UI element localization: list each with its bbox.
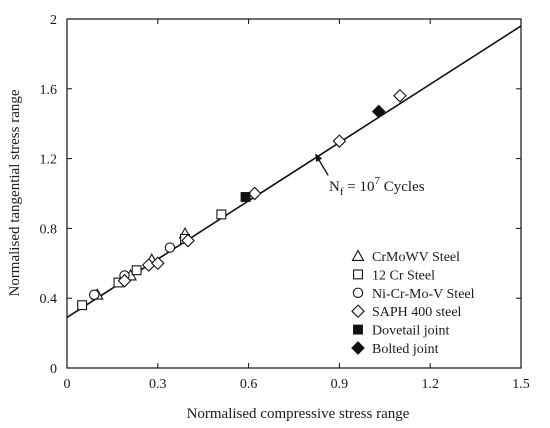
annotation-arrow: [317, 157, 329, 176]
legend-marker-2: [352, 287, 364, 299]
data-point-series-1: [77, 300, 88, 311]
x-tick-label: 0.3: [149, 377, 167, 392]
y-tick-label: 0: [50, 362, 57, 377]
legend-marker-0: [351, 249, 365, 261]
y-tick-label: 0.4: [40, 292, 58, 307]
data-point-series-2: [89, 289, 100, 300]
legend-label: Dovetail joint: [372, 324, 449, 339]
legend-label: CrMoWV Steel: [372, 250, 460, 265]
legend-marker-5: [351, 341, 365, 355]
data-point-series-4: [240, 192, 251, 202]
y-axis-title: Normalised tangential stress range: [7, 89, 23, 296]
data-points: [77, 88, 407, 311]
legend-marker-4: [353, 324, 363, 335]
legend-label: Ni-Cr-Mo-V Steel: [372, 287, 475, 302]
data-point-series-3: [150, 256, 165, 271]
x-tick-label: 0.6: [240, 377, 258, 392]
x-tick-label: 1.2: [421, 377, 439, 392]
annotation-subscript: f: [340, 186, 344, 198]
legend-marker-3: [351, 304, 365, 319]
x-tick-label: 1.5: [512, 377, 530, 392]
y-tick-label: 1.6: [40, 83, 58, 98]
data-point-series-3: [117, 273, 132, 288]
fit-line: [66, 25, 522, 319]
x-tick-label: 0: [64, 377, 71, 392]
y-tick-label: 1.2: [40, 153, 58, 168]
data-point-series-3: [247, 186, 262, 201]
annotation-n: N: [329, 179, 340, 195]
y-tick-label: 0.8: [40, 222, 58, 237]
data-point-series-3: [393, 88, 407, 103]
tick-labels: 0 0.3 0.6 0.9 1.2 1.5 0 0.4 0.8 1.2 1.6 2: [40, 13, 530, 392]
data-point-series-5: [371, 104, 386, 119]
data-point-series-1: [131, 265, 142, 276]
annotation-cycles: Cycles: [380, 179, 425, 195]
x-tick-label: 0.9: [331, 377, 349, 392]
data-point-series-1: [216, 209, 227, 220]
axes: [66, 18, 522, 369]
annotation: Nf = 107 Cycles: [315, 153, 425, 198]
legend-label: SAPH 400 steel: [372, 305, 462, 320]
annotation-equals: = 10: [344, 179, 375, 195]
annotation-label: Nf = 107 Cycles: [329, 175, 425, 198]
legend-marker-1: [353, 269, 363, 280]
annotation-arrowhead: [315, 153, 323, 163]
x-axis-title: Normalised compressive stress range: [187, 406, 410, 422]
data-point-series-2: [164, 242, 176, 253]
legend-label: 12 Cr Steel: [372, 268, 435, 283]
data-point-series-3: [181, 233, 195, 248]
y-tick-label: 2: [50, 13, 57, 28]
legend: CrMoWV Steel 12 Cr Steel Ni-Cr-Mo-V Steel S…: [351, 249, 475, 357]
annotation-superscript: 7: [374, 175, 380, 187]
tick-marks: [66, 18, 522, 369]
legend-label: Bolted joint: [372, 342, 439, 357]
plot-frame: [66, 18, 522, 369]
data-point-series-3: [332, 134, 347, 148]
